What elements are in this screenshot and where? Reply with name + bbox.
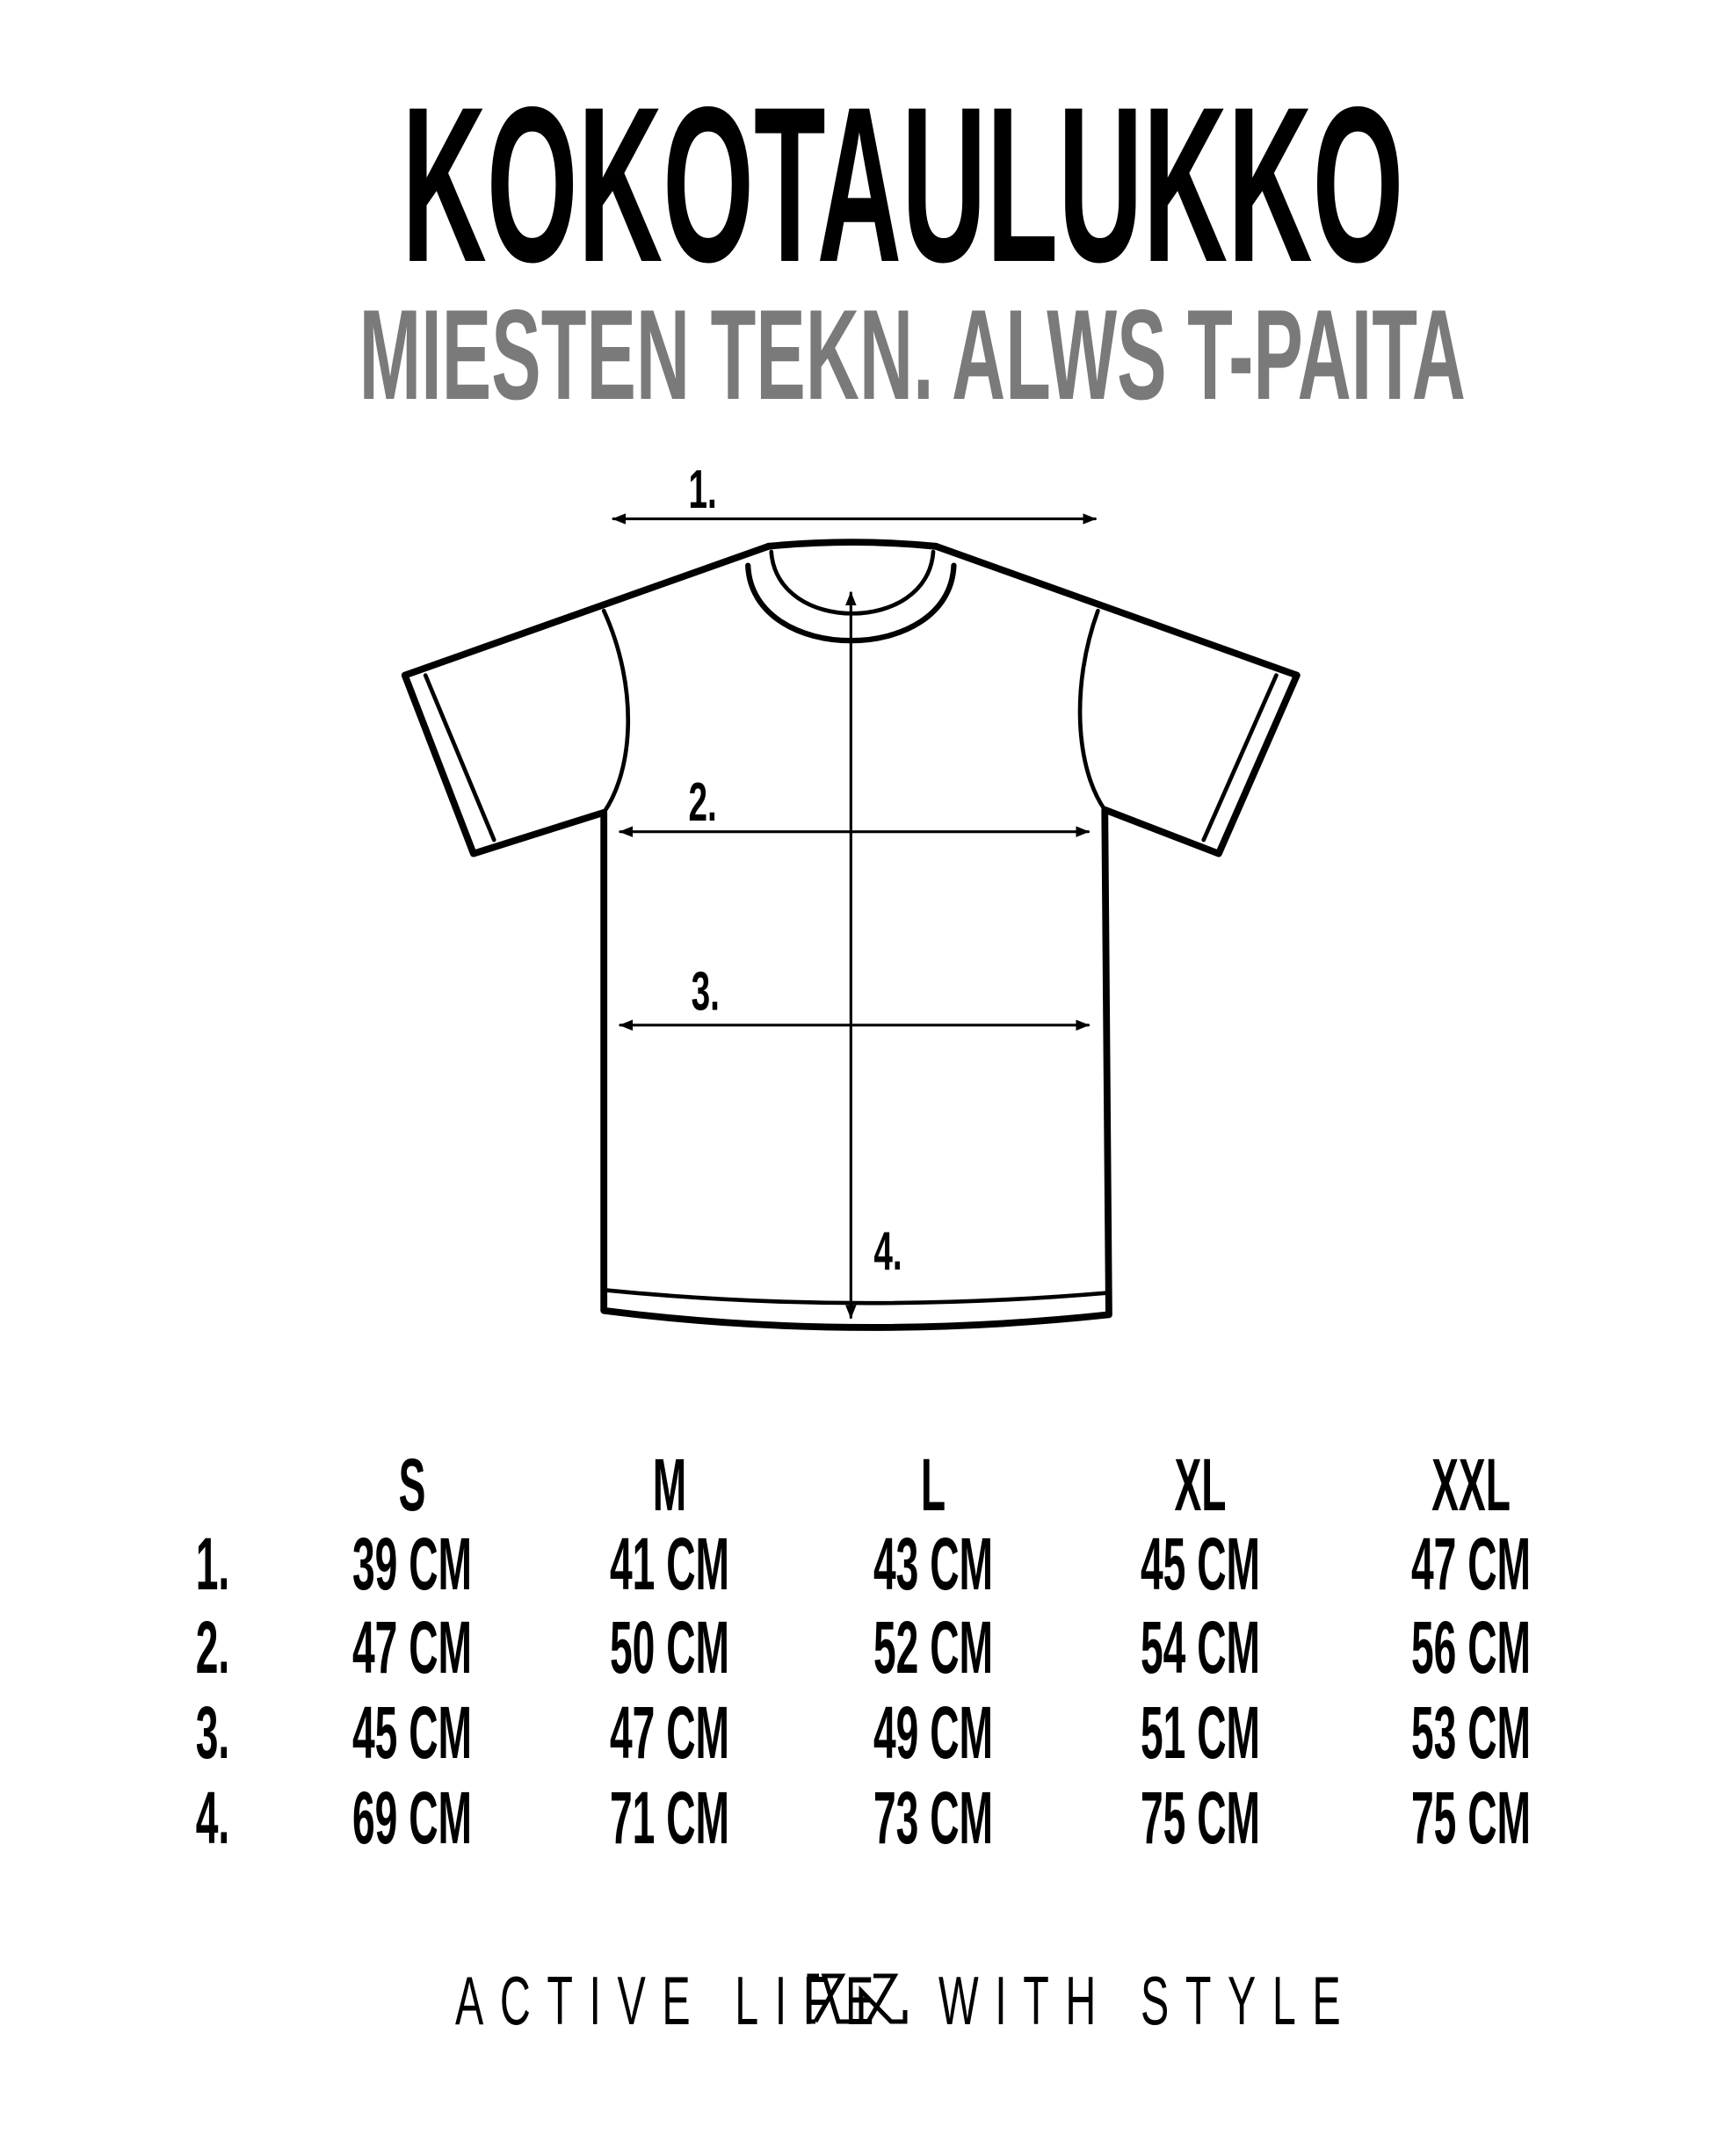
footer-slogan-right: WITH STYLE xyxy=(938,1962,1358,2039)
table-cell: 47 CM xyxy=(1410,1523,1532,1605)
table-cell: 53 CM xyxy=(1410,1691,1532,1774)
table-cell: 47 CM xyxy=(351,1606,473,1689)
column-header-xxl: XXL xyxy=(1431,1443,1511,1526)
table-cell: 71 CM xyxy=(609,1776,730,1859)
table-cell: 75 CM xyxy=(1410,1776,1532,1859)
column-header-s: S xyxy=(398,1443,426,1526)
footer-slogan-left: ACTIVE LIFE xyxy=(455,1962,890,2039)
sleeve-seam-left xyxy=(601,608,631,815)
table-cell: 47 CM xyxy=(609,1691,730,1774)
table-cell: 52 CM xyxy=(873,1606,994,1689)
measure-label-2: 2. xyxy=(688,772,716,834)
table-cell: 43 CM xyxy=(873,1523,994,1605)
page-title: KOKOTAULUKKO xyxy=(402,61,1404,308)
table-cell: 75 CM xyxy=(1140,1776,1261,1859)
table-cell: 41 CM xyxy=(609,1523,730,1605)
table-cell: 50 CM xyxy=(609,1606,730,1689)
alws-logo xyxy=(807,1973,908,2024)
table-cell: 56 CM xyxy=(1410,1606,1532,1689)
row-label: 4. xyxy=(195,1776,230,1859)
table-cell: 73 CM xyxy=(873,1776,994,1859)
row-label: 3. xyxy=(195,1691,230,1774)
column-header-m: M xyxy=(652,1443,687,1526)
table-cell: 39 CM xyxy=(351,1523,473,1605)
column-header-xl: XL xyxy=(1174,1443,1227,1526)
shirt-neck-top xyxy=(764,539,940,550)
measure-label-4: 4. xyxy=(873,1221,902,1283)
table-cell: 45 CM xyxy=(351,1691,473,1774)
hem-line xyxy=(601,1287,1112,1306)
page-subtitle: MIESTEN TEKN. ALWS T-PAITA xyxy=(359,283,1466,426)
table-cell: 54 CM xyxy=(1140,1606,1261,1689)
measure-label-3: 3. xyxy=(692,961,720,1023)
table-cell: 49 CM xyxy=(873,1691,994,1774)
cuff-right xyxy=(1201,673,1279,843)
row-label: 1. xyxy=(195,1523,230,1605)
cuff-left xyxy=(423,673,496,843)
sleeve-seam-right xyxy=(1077,608,1107,813)
shirt-outline xyxy=(401,542,1301,1331)
table-cell: 45 CM xyxy=(1140,1523,1261,1605)
table-cell: 69 CM xyxy=(351,1776,473,1859)
table-cell: 51 CM xyxy=(1140,1691,1261,1774)
measure-label-1: 1. xyxy=(688,459,716,521)
row-label: 2. xyxy=(195,1606,230,1689)
column-header-l: L xyxy=(920,1443,946,1526)
